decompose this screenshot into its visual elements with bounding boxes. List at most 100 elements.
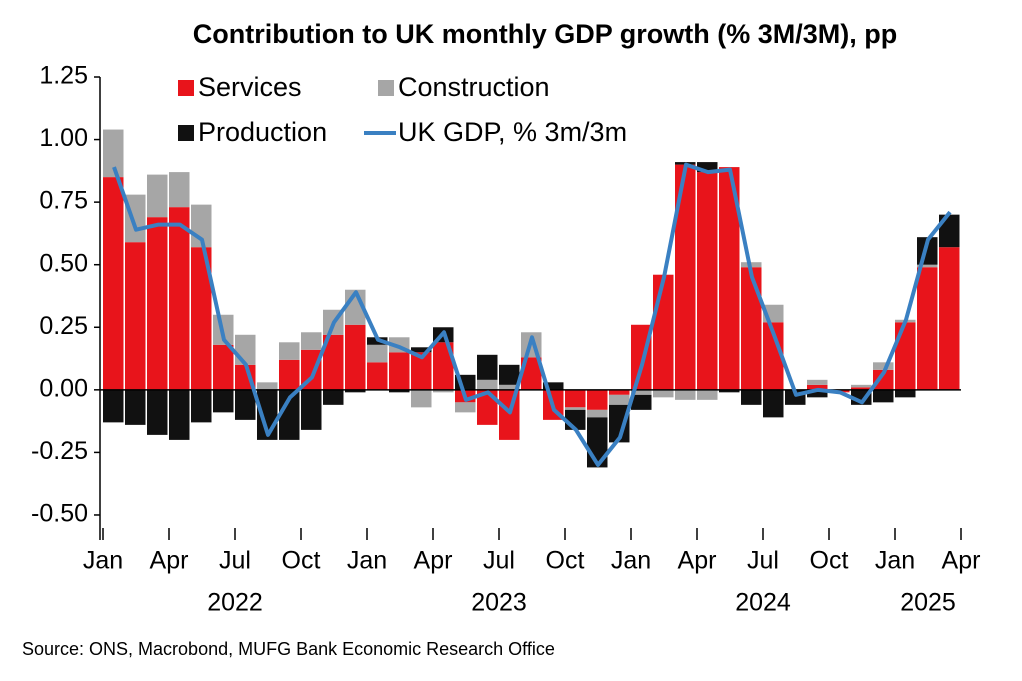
bar-segment [719, 389, 740, 393]
bar-segment [411, 347, 432, 353]
chart-title: Contribution to UK monthly GDP growth (%… [193, 19, 897, 49]
x-tick-label: Apr [150, 547, 189, 575]
bar-segment [565, 389, 586, 408]
bar-segment [433, 342, 454, 390]
legend-swatch [178, 80, 194, 96]
bar-segment [279, 342, 300, 360]
year-label: 2023 [471, 589, 527, 617]
bar-segment [851, 384, 872, 388]
legend-label: Production [198, 117, 327, 147]
bar-segment [169, 207, 190, 390]
bar-segment [499, 364, 520, 385]
bar-segment [675, 389, 696, 400]
y-tick-label: 0.00 [39, 374, 88, 402]
x-tick-label: Jul [219, 547, 251, 575]
bar-segment [367, 344, 388, 363]
year-label: 2022 [207, 589, 263, 617]
bar-segment [609, 394, 630, 405]
legend-label: Services [198, 72, 302, 102]
bar-segment [741, 267, 762, 390]
bar-segment [697, 172, 718, 390]
bar-segment [279, 389, 300, 440]
gdp-line [112, 162, 952, 467]
bar-segment [279, 359, 300, 390]
x-tick-label: Jan [611, 547, 651, 575]
bar-segment [213, 389, 234, 413]
bar-segment [345, 324, 366, 390]
bar-segment [807, 384, 828, 390]
x-tick-label: Apr [414, 547, 453, 575]
bar-segment [191, 389, 212, 423]
year-label: 2025 [900, 589, 956, 617]
bar-segment [939, 247, 960, 390]
y-tick-label: 1.00 [39, 124, 88, 152]
year-label: 2024 [735, 589, 791, 617]
bar-segment [521, 357, 542, 390]
bar-segment [609, 404, 630, 443]
y-tick-label: 0.50 [39, 249, 88, 277]
bar-segment [807, 389, 828, 398]
y-tick-label: 0.25 [39, 312, 88, 340]
bar-segment [191, 247, 212, 390]
bar-segment [697, 389, 718, 400]
x-tick-label: Oct [810, 547, 849, 575]
x-tick-label: Jan [347, 547, 387, 575]
bar-segment [103, 389, 124, 423]
bar-segment [939, 214, 960, 248]
bar-segment [851, 387, 872, 390]
bar-segment [917, 267, 938, 390]
bar-segment [103, 129, 124, 178]
legend-label: Construction [398, 72, 550, 102]
bar-segment [719, 167, 740, 390]
bar-segment [301, 332, 322, 350]
bar-segment [257, 382, 278, 390]
x-tick-label: Oct [282, 547, 321, 575]
bar-segment [235, 334, 256, 365]
bar-segment [345, 389, 366, 393]
x-tick-label: Apr [678, 547, 717, 575]
legend-swatch [378, 80, 394, 96]
bar-segment [653, 389, 674, 398]
bar-segment [477, 379, 498, 390]
x-tick-label: Jan [875, 547, 915, 575]
bar-segment [895, 389, 916, 398]
bar-segment [367, 362, 388, 390]
bar-segment [103, 177, 124, 390]
x-tick-label: Jul [747, 547, 779, 575]
bar-segment [587, 389, 608, 410]
x-tick-label: Apr [942, 547, 981, 575]
x-tick-label: Jul [483, 547, 515, 575]
bar-segment [631, 394, 652, 410]
bar-segment [323, 389, 344, 405]
bar-segment [147, 174, 168, 218]
bar-segment [433, 389, 454, 393]
bar-segment [147, 217, 168, 390]
bar-segment [873, 362, 894, 370]
bar-segment [609, 389, 630, 395]
bar-segment [741, 389, 762, 405]
bar-segment [675, 164, 696, 390]
bar-segment [411, 352, 432, 390]
bar-segment [389, 389, 410, 393]
bar-segment [631, 389, 652, 395]
source-note: Source: ONS, Macrobond, MUFG Bank Econom… [22, 639, 555, 659]
bar-segment [169, 389, 190, 440]
x-tick-label: Oct [546, 547, 585, 575]
bar-segment [125, 242, 146, 390]
bar-segment [301, 349, 322, 390]
bar-segment [587, 409, 608, 418]
bar-segment [455, 402, 476, 413]
y-tick-label: 1.25 [39, 62, 88, 90]
bar-segment [301, 389, 322, 430]
bar-segment [389, 352, 410, 390]
bar-segment [873, 389, 894, 403]
x-tick-label: Jan [83, 547, 123, 575]
bar-segment [565, 407, 586, 410]
bar-segment [697, 162, 718, 173]
bar-segment [499, 384, 520, 390]
bar-segment [235, 389, 256, 420]
y-tick-label: -0.50 [31, 500, 88, 528]
bar-segment [917, 264, 938, 268]
bar-segment [763, 322, 784, 390]
